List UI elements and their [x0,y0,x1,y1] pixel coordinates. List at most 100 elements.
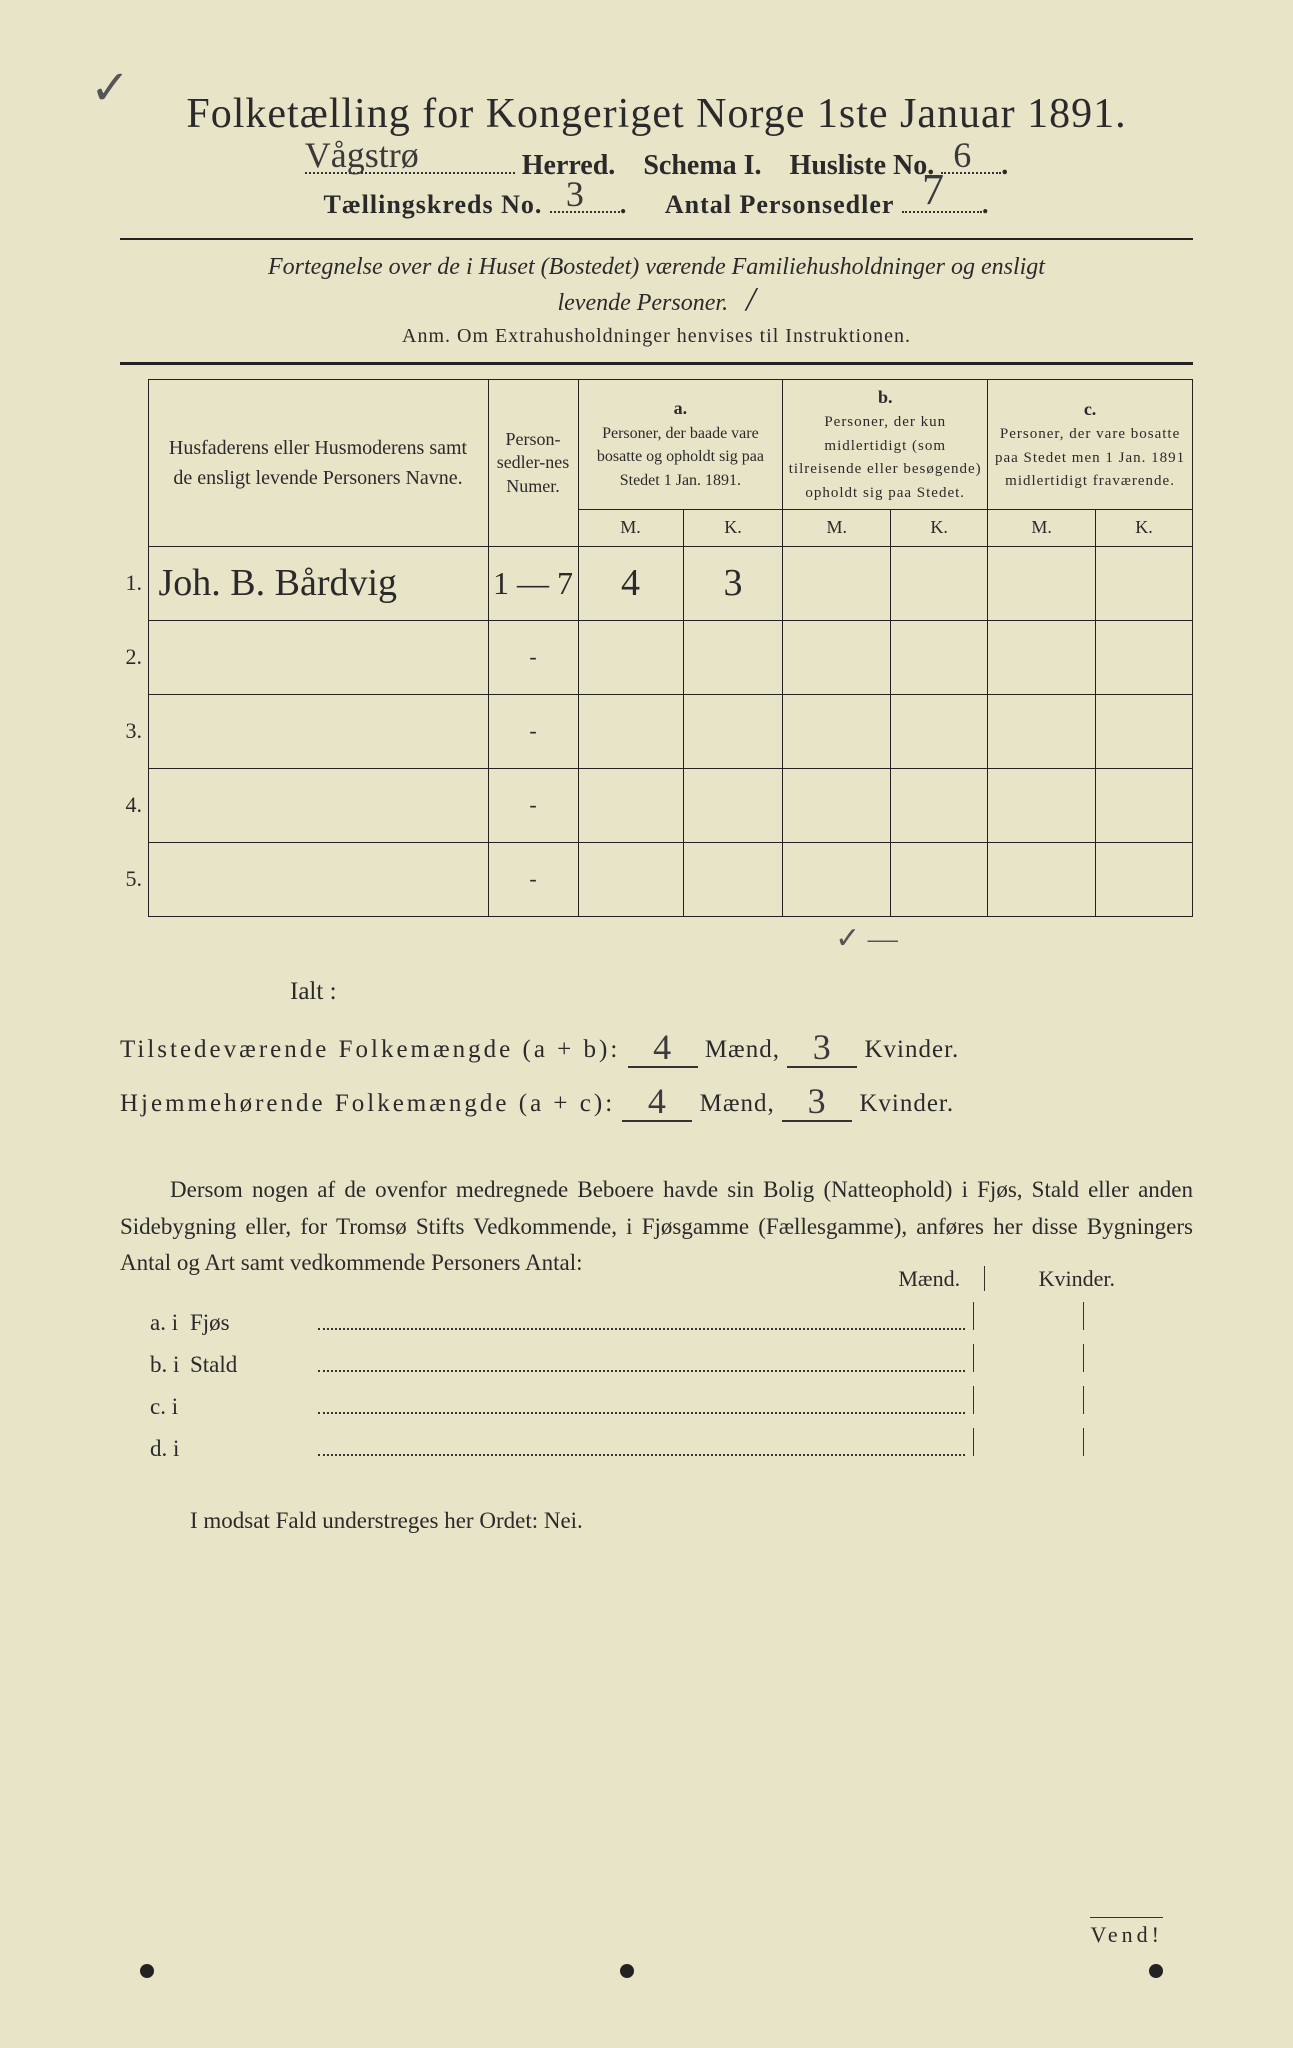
kreds-value: 3 [566,173,585,215]
row-a-m: 4 [578,546,683,620]
col-names-header: Husfaderens eller Husmoderens samt de en… [148,380,488,547]
anm-note: Anm. Om Extrahusholdninger henvises til … [120,325,1193,348]
household-table: Husfaderens eller Husmoderens samt de en… [120,379,1193,917]
row-name [148,842,488,916]
building-k [1083,1344,1193,1372]
row-c-k [1096,620,1193,694]
row-numer: - [488,842,578,916]
row-b-m [783,842,891,916]
building-name: Fjøs [190,1310,310,1336]
tilstede-k-field: 3 [787,1024,857,1068]
total-line-1: Tilstedeværende Folkemængde (a + b): 4 M… [120,1024,1193,1068]
building-k [1083,1386,1193,1414]
row-num: 2. [120,620,148,694]
maend-label: Mænd, [700,1090,775,1117]
divider-1 [120,238,1193,240]
col-c-header: c. Personer, der vare bosatte paa Stedet… [988,380,1193,510]
hand-slash: / [746,281,755,319]
row-a-k: 3 [683,546,783,620]
page-title: Folketælling for Kongeriget Norge 1ste J… [120,90,1193,138]
row-b-k [891,546,988,620]
row-num: 1. [120,546,148,620]
row-b-m [783,620,891,694]
col-c-m: M. [988,510,1096,546]
hjemme-k-field: 3 [782,1078,852,1122]
row-name [148,620,488,694]
row-a-m [578,842,683,916]
census-form-page: ✓ Folketælling for Kongeriget Norge 1ste… [0,0,1293,2048]
building-m [973,1302,1083,1330]
husliste-value: 6 [953,134,971,176]
building-row: a. i Fjøs [120,1302,1193,1336]
header-line-1: Vågstrø Herred. Schema I. Husliste No. 6… [120,150,1193,182]
row-numer: - [488,768,578,842]
building-row: d. i [120,1428,1193,1462]
subtitle-line1: Fortegnelse over de i Huset (Bostedet) v… [268,254,1045,280]
col-b-header: b. Personer, der kun midlertidigt (som t… [783,380,988,510]
building-m [973,1344,1083,1372]
punch-hole [1149,1964,1163,1978]
personsedler-field: 7 [902,211,982,213]
building-header-m: Mænd. [880,1266,978,1291]
col-numer-header: Person-sedler-nes Numer. [488,380,578,547]
tilstede-m-field: 4 [628,1024,698,1068]
kreds-field: 3 [550,211,620,213]
checkmark-annotation: ✓ [90,60,130,116]
building-lbl: c. i [120,1394,190,1420]
col-c-k: K. [1096,510,1193,546]
row-a-k [683,842,783,916]
row-a-m [578,620,683,694]
col-b-m: M. [783,510,891,546]
husliste-field: 6 [941,172,1001,174]
row-c-m [988,842,1096,916]
header-line-2: Tællingskreds No. 3 . Antal Personsedler… [120,190,1193,220]
building-name: Stald [190,1352,310,1378]
row-b-m [783,546,891,620]
totals-section: Ialt : Tilstedeværende Folkemængde (a + … [120,978,1193,1122]
kreds-label: Tællingskreds No. [324,190,543,219]
nei-line: I modsat Fald understreges her Ordet: Ne… [120,1508,1193,1534]
row-numer: - [488,694,578,768]
herred-field: Vågstrø [305,172,515,174]
row-b-m [783,694,891,768]
row-numer: - [488,620,578,694]
tickmark: ✓ — [540,921,1193,956]
row-b-k [891,620,988,694]
hjemme-label: Hjemmehørende Folkemængde (a + c): [120,1090,615,1117]
row-name [148,694,488,768]
herred-value: Vågstrø [305,134,419,176]
divider-2 [120,362,1193,365]
col-a-m: M. [578,510,683,546]
row-c-m [988,546,1096,620]
tilstede-label: Tilstedeværende Folkemængde (a + b): [120,1036,620,1063]
row-num: 3. [120,694,148,768]
personsedler-label: Antal Personsedler [665,190,895,219]
row-b-m [783,768,891,842]
col-b-k: K. [891,510,988,546]
punch-hole [620,1964,634,1978]
row-c-k [1096,842,1193,916]
building-m [973,1386,1083,1414]
ialt-label: Ialt : [290,978,1193,1006]
table-row: 2. - [120,620,1193,694]
row-num: 5. [120,842,148,916]
building-k [1083,1302,1193,1330]
row-a-k [683,694,783,768]
row-a-k [683,768,783,842]
dots [318,1433,965,1456]
row-a-m [578,694,683,768]
subtitle-line2: levende Personer. [557,290,728,316]
row-a-k [683,620,783,694]
row-c-k [1096,546,1193,620]
subtitle: Fortegnelse over de i Huset (Bostedet) v… [120,254,1193,319]
kvinder-label: Kvinder. [859,1090,954,1117]
row-c-m [988,768,1096,842]
row-b-k [891,694,988,768]
table-row: 1. Joh. B. Bårdvig 1 — 7 4 3 [120,546,1193,620]
building-lbl: b. i [120,1352,190,1378]
row-num: 4. [120,768,148,842]
table-row: 5. - [120,842,1193,916]
kvinder-label: Kvinder. [864,1036,959,1063]
building-lbl: a. i [120,1310,190,1336]
row-c-k [1096,768,1193,842]
